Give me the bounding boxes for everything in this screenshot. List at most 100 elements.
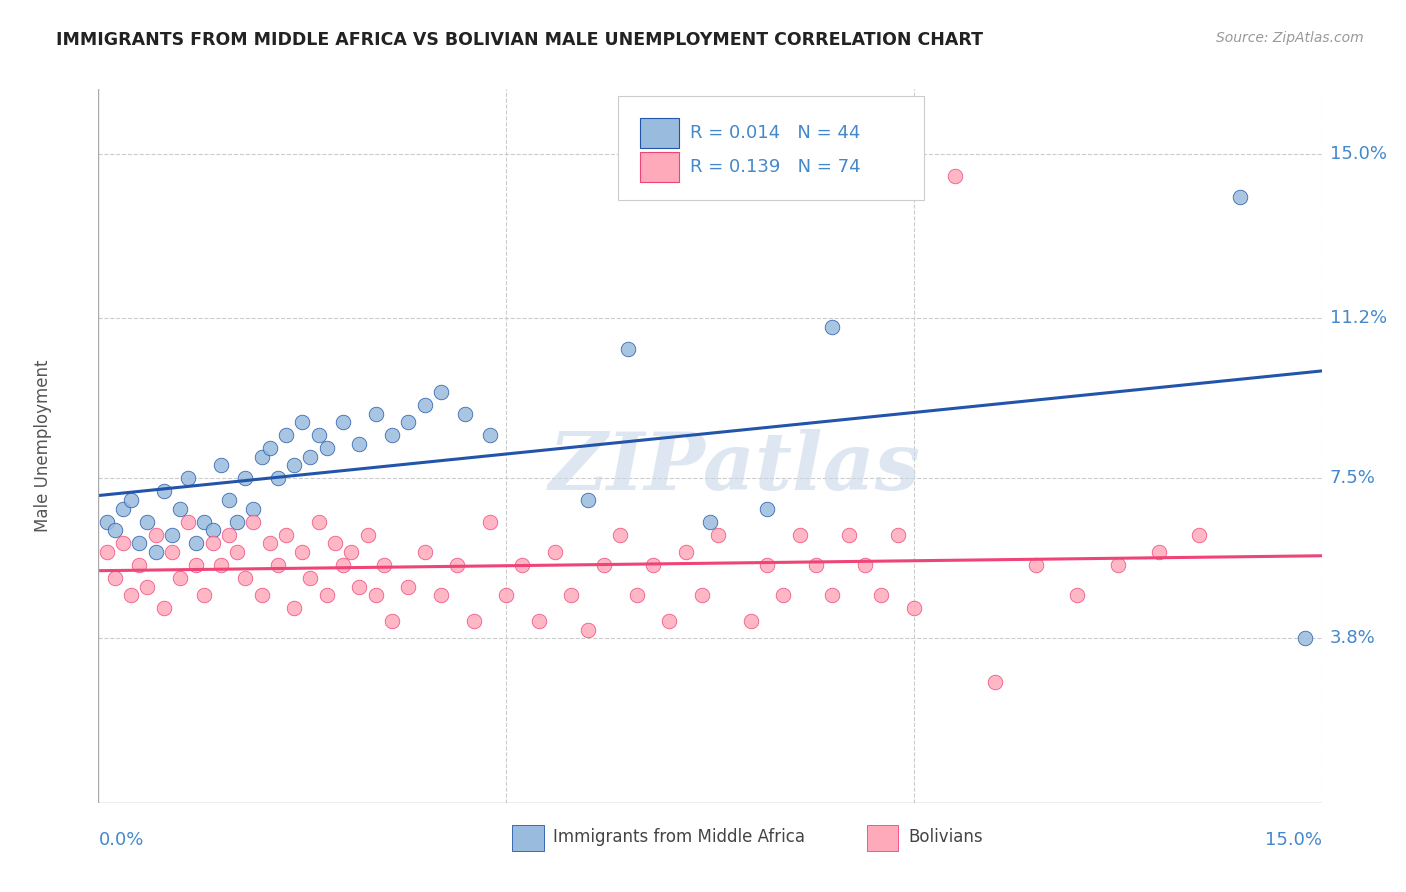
Point <box>186 558 208 572</box>
Text: Male Unemployment: Male Unemployment <box>34 359 52 533</box>
Point <box>943 169 966 183</box>
Text: 15.0%: 15.0% <box>1330 145 1386 163</box>
Point <box>1229 190 1251 204</box>
Point <box>128 536 150 550</box>
Point <box>226 515 249 529</box>
Point <box>495 588 517 602</box>
Point <box>478 515 501 529</box>
Point <box>193 588 215 602</box>
Point <box>274 527 297 541</box>
Point <box>699 515 721 529</box>
Point <box>315 441 337 455</box>
Text: 7.5%: 7.5% <box>1330 469 1376 487</box>
Point <box>145 545 167 559</box>
Point <box>1107 558 1129 572</box>
Point <box>984 674 1007 689</box>
Point <box>364 407 387 421</box>
Point <box>267 558 290 572</box>
Point <box>430 588 453 602</box>
Point <box>332 415 354 429</box>
Text: 3.8%: 3.8% <box>1330 630 1375 648</box>
Point <box>821 320 844 334</box>
Point <box>96 545 118 559</box>
Point <box>463 614 485 628</box>
FancyBboxPatch shape <box>512 825 544 851</box>
Point <box>527 614 550 628</box>
Point <box>323 536 346 550</box>
FancyBboxPatch shape <box>619 96 924 200</box>
Point <box>152 484 174 499</box>
Point <box>349 580 371 594</box>
Text: Source: ZipAtlas.com: Source: ZipAtlas.com <box>1216 31 1364 45</box>
Text: Immigrants from Middle Africa: Immigrants from Middle Africa <box>554 828 806 846</box>
Point <box>756 558 779 572</box>
Text: Bolivians: Bolivians <box>908 828 983 846</box>
Point <box>675 545 697 559</box>
Point <box>136 580 159 594</box>
Point <box>707 527 730 541</box>
Point <box>373 558 395 572</box>
Point <box>201 524 224 538</box>
FancyBboxPatch shape <box>866 825 898 851</box>
Point <box>512 558 534 572</box>
Point <box>233 571 256 585</box>
Point <box>218 527 240 541</box>
Text: R = 0.139   N = 74: R = 0.139 N = 74 <box>690 158 860 176</box>
Point <box>756 501 779 516</box>
Point <box>242 501 264 516</box>
Point <box>177 471 200 485</box>
Point <box>396 580 419 594</box>
Point <box>413 398 436 412</box>
Point <box>226 545 249 559</box>
Point <box>274 428 297 442</box>
Point <box>903 601 925 615</box>
Point <box>160 527 183 541</box>
Text: 0.0%: 0.0% <box>98 830 143 848</box>
Text: ZIPatlas: ZIPatlas <box>548 429 921 506</box>
Text: IMMIGRANTS FROM MIDDLE AFRICA VS BOLIVIAN MALE UNEMPLOYMENT CORRELATION CHART: IMMIGRANTS FROM MIDDLE AFRICA VS BOLIVIA… <box>56 31 983 49</box>
Point <box>430 384 453 399</box>
Point <box>356 527 378 541</box>
Point <box>242 515 264 529</box>
Point <box>104 571 127 585</box>
Point <box>111 536 134 550</box>
Point <box>617 342 640 356</box>
Point <box>1294 632 1316 646</box>
Point <box>332 558 354 572</box>
Point <box>804 558 827 572</box>
Point <box>120 493 142 508</box>
Point <box>267 471 290 485</box>
Text: 11.2%: 11.2% <box>1330 310 1388 327</box>
Point <box>1025 558 1047 572</box>
Point <box>308 515 330 529</box>
Point <box>413 545 436 559</box>
Point <box>789 527 811 541</box>
Point <box>593 558 616 572</box>
Point <box>364 588 387 602</box>
Point <box>96 515 118 529</box>
FancyBboxPatch shape <box>640 118 679 148</box>
FancyBboxPatch shape <box>640 152 679 182</box>
Point <box>641 558 664 572</box>
Point <box>209 458 232 473</box>
Point <box>201 536 224 550</box>
Point <box>690 588 713 602</box>
Point <box>283 458 305 473</box>
Point <box>609 527 631 541</box>
Point <box>299 450 322 464</box>
Point <box>291 415 314 429</box>
Point <box>772 588 794 602</box>
Point <box>740 614 762 628</box>
Point <box>821 588 844 602</box>
Point <box>120 588 142 602</box>
Point <box>177 515 200 529</box>
Point <box>299 571 322 585</box>
Point <box>160 545 183 559</box>
Point <box>308 428 330 442</box>
Point <box>209 558 232 572</box>
Point <box>349 437 371 451</box>
Point <box>396 415 419 429</box>
Point <box>853 558 876 572</box>
Point <box>259 441 281 455</box>
Point <box>291 545 314 559</box>
